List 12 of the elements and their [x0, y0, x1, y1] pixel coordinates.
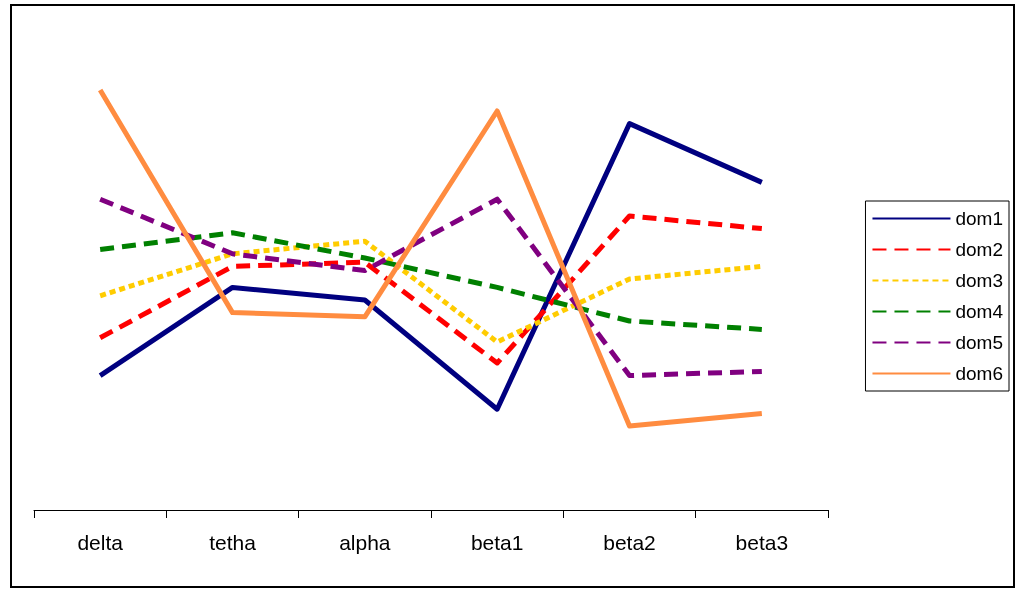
x-tick-label: alpha	[339, 531, 391, 554]
legend-label: dom4	[955, 301, 1004, 322]
legend-label: dom2	[955, 239, 1003, 260]
x-tick-label: delta	[77, 531, 124, 554]
x-tick-label: beta3	[735, 531, 789, 554]
legend-label: dom3	[955, 270, 1003, 291]
legend-label: dom1	[955, 208, 1003, 229]
x-tick-label: tetha	[209, 531, 257, 554]
legend-label: dom5	[955, 332, 1003, 353]
x-tick-label: beta2	[603, 531, 656, 554]
x-tick-label: beta1	[470, 531, 524, 554]
legend-label: dom6	[955, 363, 1003, 384]
